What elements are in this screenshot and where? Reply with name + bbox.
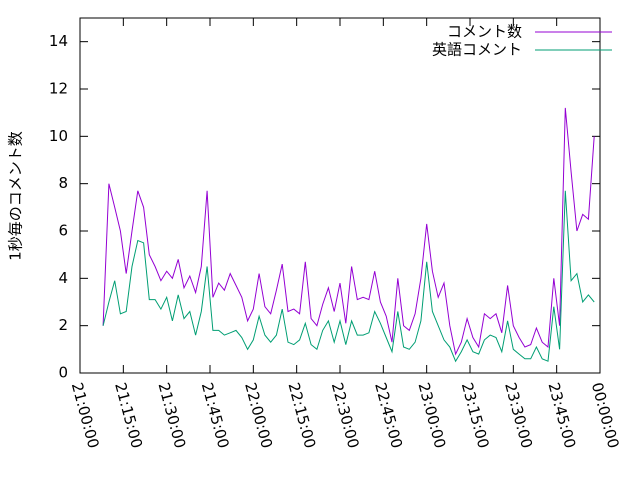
x-tick-label: 23:45:00 (544, 381, 579, 451)
legend-label: 英語コメント (432, 41, 522, 59)
x-tick-label: 22:30:00 (328, 381, 363, 451)
x-tick-label: 21:30:00 (154, 381, 189, 451)
y-tick-label: 2 (58, 316, 68, 334)
x-tick-label: 23:00:00 (414, 381, 449, 451)
series-line (102, 190, 595, 363)
series-line (102, 107, 595, 356)
y-tick-label: 0 (58, 364, 68, 382)
x-tick-label: 23:15:00 (458, 381, 493, 451)
x-tick-label: 22:15:00 (284, 381, 319, 451)
y-tick-label: 10 (49, 127, 68, 145)
x-tick-label: 22:00:00 (241, 381, 276, 451)
y-tick-label: 4 (58, 269, 68, 287)
y-tick-label: 14 (49, 32, 68, 50)
x-tick-label: 21:45:00 (198, 381, 233, 451)
x-tick-label: 23:30:00 (501, 381, 536, 451)
y-tick-label: 8 (58, 174, 68, 192)
y-tick-label: 12 (49, 80, 68, 98)
x-tick-label: 21:15:00 (111, 381, 146, 451)
x-tick-label: 21:00:00 (68, 381, 103, 451)
x-tick-label: 22:45:00 (371, 381, 406, 451)
legend-label: コメント数 (447, 23, 522, 41)
y-tick-label: 6 (58, 222, 68, 240)
x-tick-label: 00:00:00 (588, 381, 623, 451)
y-axis-label: 1秒毎のコメント数 (7, 131, 25, 261)
